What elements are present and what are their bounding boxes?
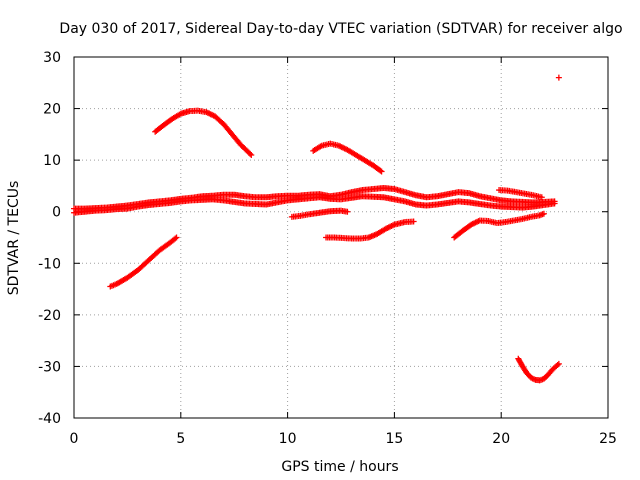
data-points	[71, 74, 562, 384]
grid	[74, 57, 608, 418]
series-outlier	[555, 74, 562, 81]
series-hump-1	[152, 107, 255, 158]
series-dip	[515, 355, 562, 384]
data-point	[555, 74, 562, 81]
y-tick-label: 0	[52, 205, 61, 221]
chart-title: Day 030 of 2017, Sidereal Day-to-day VTE…	[59, 21, 622, 37]
series-main-band-b	[71, 193, 558, 216]
data-point	[248, 151, 255, 158]
series-low-3	[451, 210, 547, 241]
x-tick-label: 0	[70, 431, 79, 447]
x-tick-label: 20	[492, 431, 510, 447]
x-tick-label: 25	[599, 431, 617, 447]
ticks	[73, 56, 609, 419]
y-tick-label: 30	[43, 50, 61, 66]
series-arc-left	[107, 234, 180, 290]
y-tick-label: 10	[43, 153, 61, 169]
data-point	[540, 210, 547, 217]
data-point	[344, 208, 351, 215]
data-point	[377, 167, 384, 174]
x-axis-label: GPS time / hours	[281, 459, 398, 475]
data-point	[173, 234, 180, 241]
data-point	[555, 360, 562, 367]
data-point	[378, 168, 385, 175]
y-tick-label: -40	[38, 411, 61, 427]
y-tick-label: -10	[38, 256, 61, 272]
series-low-1	[288, 207, 351, 220]
plot-frame	[73, 56, 609, 419]
data-point	[247, 150, 254, 157]
series-hump-2	[310, 140, 385, 175]
data-point	[554, 361, 561, 368]
data-point	[551, 200, 558, 207]
data-point	[410, 218, 417, 225]
x-tick-label: 15	[385, 431, 403, 447]
data-point	[538, 194, 545, 201]
data-point	[172, 235, 179, 242]
series-upper-right	[496, 187, 545, 201]
x-tick-label: 10	[279, 431, 297, 447]
y-tick-label: -20	[38, 308, 61, 324]
y-axis-label: SDTVAR / TECUs	[6, 181, 22, 296]
y-tick-label: 20	[43, 102, 61, 118]
tick-labels: 0 5 10 15 20 25 -40 -30 -20 -10 0 10 20 30	[38, 50, 617, 447]
y-tick-label: -30	[38, 359, 61, 375]
series-low-2	[323, 218, 417, 242]
x-tick-label: 5	[176, 431, 185, 447]
